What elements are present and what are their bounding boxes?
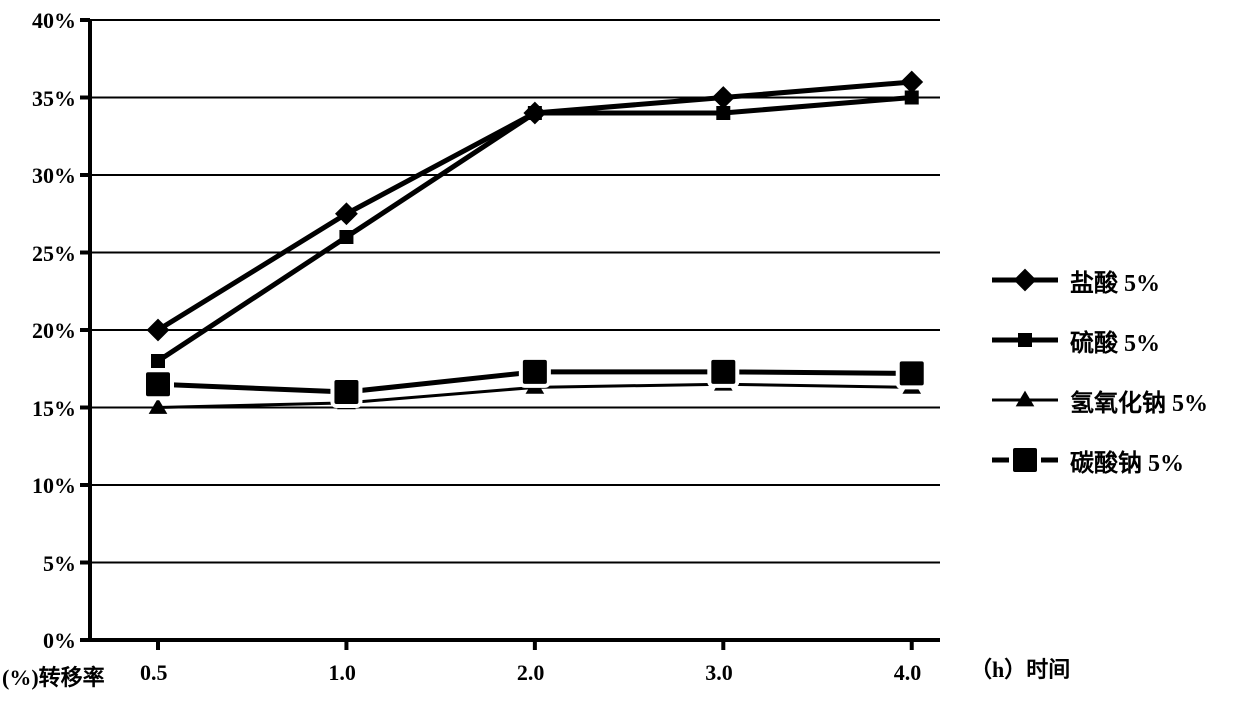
x-tick-label: 3.0 bbox=[705, 660, 733, 686]
x-tick-label: 0.5 bbox=[140, 660, 168, 686]
big-square-marker-icon bbox=[990, 445, 1060, 475]
y-tick-label: 5% bbox=[43, 551, 76, 577]
legend-item-na2co3: 碳酸钠 5% bbox=[990, 440, 1184, 480]
legend-label: 盐酸 5% bbox=[1070, 263, 1160, 298]
x-tick-label: 4.0 bbox=[894, 660, 922, 686]
y-tick-label: 10% bbox=[32, 473, 76, 499]
legend-label: 碳酸钠 5% bbox=[1070, 443, 1184, 478]
y-tick-label: 35% bbox=[32, 86, 76, 112]
legend-label: 硫酸 5% bbox=[1070, 323, 1160, 358]
x-tick-label: 1.0 bbox=[328, 660, 356, 686]
y-tick-label: 15% bbox=[32, 396, 76, 422]
y-tick-label: 0% bbox=[43, 628, 76, 654]
y-axis-label: (%)转移率 bbox=[2, 660, 105, 692]
legend-label: 氢氧化钠 5% bbox=[1070, 383, 1208, 418]
legend-item-hcl: 盐酸 5% bbox=[990, 260, 1160, 300]
legend-item-naoh: 氢氧化钠 5% bbox=[990, 380, 1208, 420]
square-marker-icon bbox=[990, 325, 1060, 355]
legend-item-h2so4: 硫酸 5% bbox=[990, 320, 1160, 360]
x-axis-label: （h）时间 bbox=[970, 652, 1070, 684]
diamond-marker-icon bbox=[990, 265, 1060, 295]
triangle-marker-icon bbox=[990, 385, 1060, 415]
y-tick-label: 25% bbox=[32, 241, 76, 267]
series-h2so4 bbox=[151, 91, 919, 369]
series-na2co3 bbox=[144, 358, 926, 406]
x-tick-label: 2.0 bbox=[517, 660, 545, 686]
y-tick-label: 30% bbox=[32, 163, 76, 189]
chart-container: 0% 5% 10% 15% 20% 25% 30% 35% 40% 0.5 1.0 2.0 3.0 4.0… bbox=[0, 0, 1240, 713]
y-tick-label: 20% bbox=[32, 318, 76, 344]
y-tick-label: 40% bbox=[32, 8, 76, 34]
